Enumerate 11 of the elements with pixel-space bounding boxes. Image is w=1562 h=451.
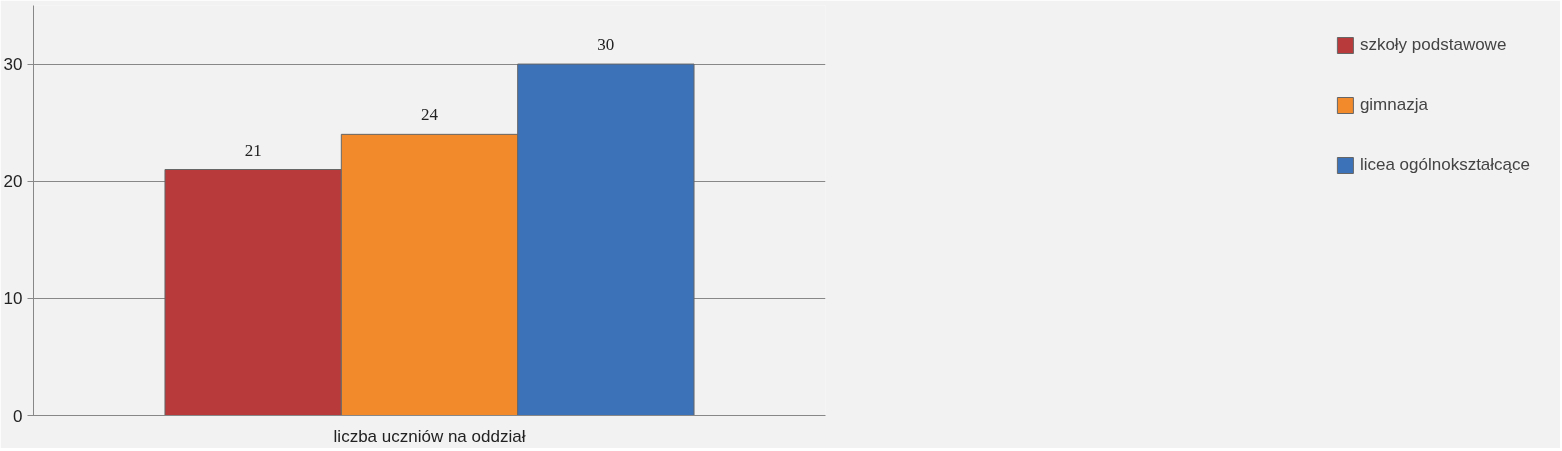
legend-label: gimnazja <box>1359 95 1428 115</box>
data-label: 21 <box>244 140 262 160</box>
x-tick-label: liczba uczniów na oddział <box>333 426 526 446</box>
legend-label: licea ogólnokształcące <box>1359 155 1530 175</box>
data-label: 30 <box>597 35 615 55</box>
legend-label: szkoły podstawowe <box>1359 35 1507 55</box>
y-tick-label: 30 <box>3 55 23 75</box>
y-tick-label: 0 <box>13 406 23 426</box>
y-tick-label: 10 <box>3 289 23 309</box>
y-tick-label: 20 <box>3 172 23 192</box>
data-label: 24 <box>421 105 439 125</box>
